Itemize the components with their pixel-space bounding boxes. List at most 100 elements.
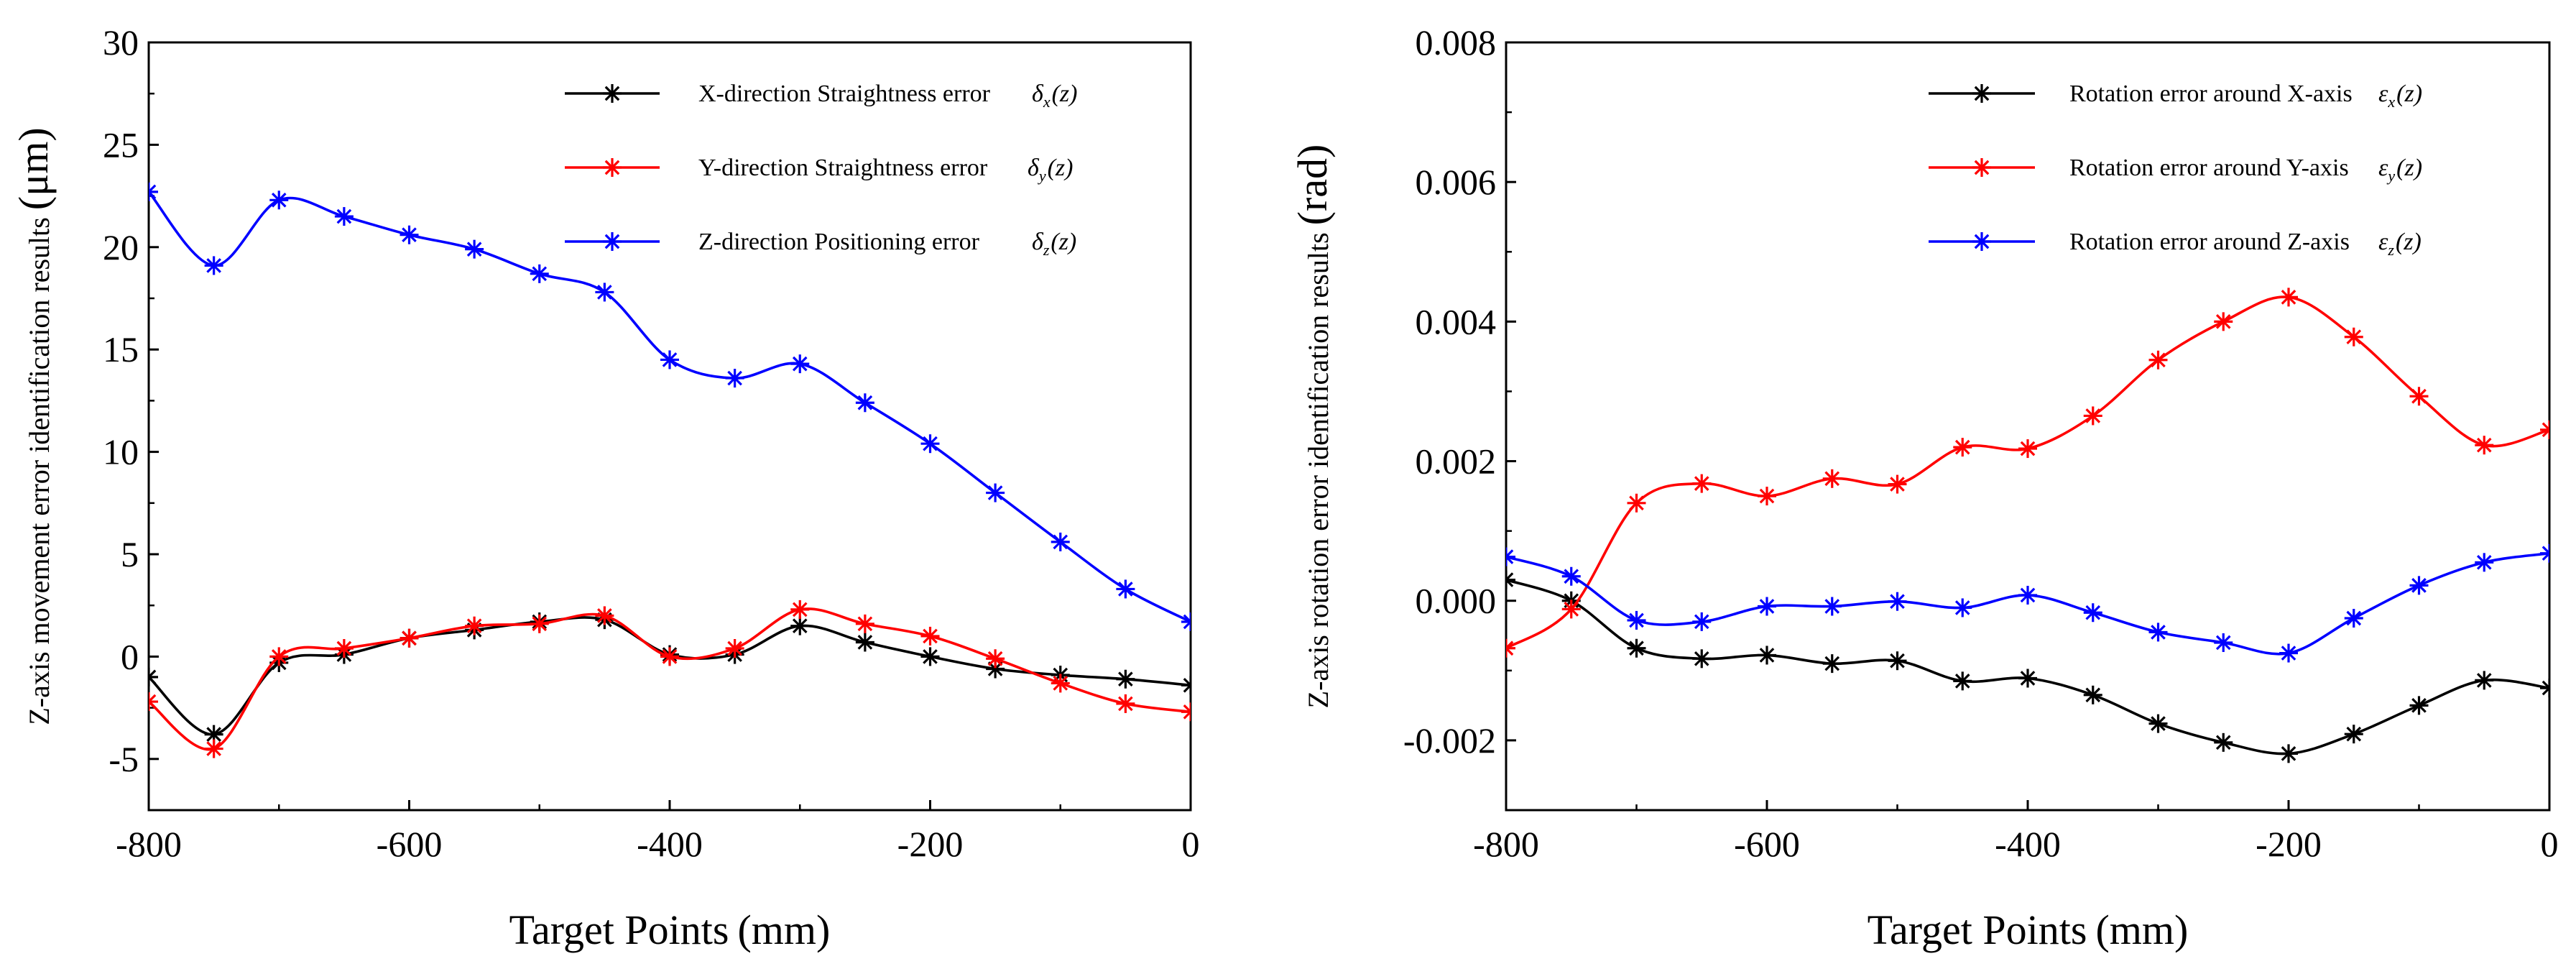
y-tick-label: 0.002: [1416, 441, 1497, 482]
data-point-marker: [400, 628, 419, 648]
data-point-marker: [2214, 733, 2233, 752]
legend-symbol-arg: (z): [2396, 81, 2422, 107]
y-tick-label: -5: [109, 739, 139, 779]
data-point-marker: [855, 633, 874, 652]
x-tick-label: -400: [1995, 824, 2061, 864]
legend-marker: [1972, 84, 1991, 103]
legend-symbol: δx(z): [1032, 81, 1077, 111]
data-point-marker: [465, 239, 484, 259]
legend-symbol: εx(z): [2378, 81, 2422, 111]
y-tick-label: -0.002: [1403, 720, 1496, 761]
data-point-marker: [2540, 679, 2549, 698]
data-point-marker: [725, 369, 744, 388]
data-point-marker: [1692, 612, 1712, 631]
data-point-marker: [1692, 649, 1712, 669]
data-point-marker: [2409, 696, 2429, 715]
y-tick-label: 0.004: [1416, 301, 1497, 341]
x-tick-label: -600: [1734, 824, 1800, 864]
x-tick-label: -200: [2256, 824, 2322, 864]
legend-symbol-arg: (z): [1051, 229, 1076, 255]
legend-item-x: Rotation error around X-axis εx(z): [1929, 81, 2422, 111]
data-point-marker: [2148, 714, 2168, 733]
data-point-marker: [2540, 543, 2549, 563]
data-point-marker: [334, 207, 354, 226]
x-tick-label: -400: [637, 824, 703, 864]
legend-label: X-direction Straightness error: [698, 81, 991, 107]
chart-panel-2: -800 -600 -400 -200 0 -0.002 0.000 0.002 0.004 0.…: [1289, 22, 2559, 953]
legend-symbol-arg: (z): [1052, 81, 1078, 107]
data-point-marker: [149, 667, 158, 686]
data-point-marker: [1561, 600, 1581, 619]
legend-item-y: Y-direction Straightness error δy(z): [565, 155, 1073, 185]
x-axis-title-unit: (mm): [737, 906, 830, 953]
data-point-marker: [2148, 623, 2168, 642]
data-point-marker: [1888, 592, 1907, 611]
data-point-marker: [1506, 547, 1515, 566]
data-point-marker: [1888, 474, 1907, 494]
legend-symbol-subscript: y: [1038, 167, 1046, 185]
data-point-marker: [2018, 439, 2037, 459]
legend-marker: [1972, 232, 1991, 251]
x-axis-title: Target Points (mm): [1868, 906, 2189, 953]
data-point-marker: [1953, 438, 1972, 457]
legend-item-y: Rotation error around Y-axis εy(z): [1929, 155, 2422, 185]
data-point-marker: [1561, 566, 1581, 586]
data-point-marker: [595, 606, 614, 625]
data-point-marker: [920, 434, 940, 454]
series-line-x: [149, 616, 1191, 736]
data-point-marker: [595, 283, 614, 302]
data-point-marker: [986, 649, 1005, 669]
plot-frame: [1505, 41, 2551, 812]
data-point-marker: [2148, 350, 2168, 369]
data-point-marker: [2018, 669, 2037, 688]
data-point-marker: [1506, 570, 1515, 589]
data-point-marker: [2279, 744, 2298, 763]
y-tick-label: 10: [103, 432, 139, 472]
data-point-marker: [2279, 643, 2298, 663]
legend-marker: [1972, 158, 1991, 177]
x-axis-title: Target Points (mm): [509, 906, 831, 953]
data-point-marker: [1627, 493, 1646, 513]
series-z: [1506, 543, 2549, 663]
data-point-marker: [1506, 638, 1515, 658]
data-point-marker: [204, 739, 223, 758]
data-point-marker: [1116, 579, 1135, 599]
data-point-marker: [660, 647, 679, 666]
legend-label: Z-direction Positioning error: [698, 229, 980, 255]
y-tick-label: 20: [103, 227, 139, 267]
data-point-marker: [269, 190, 289, 210]
x-tick-label: -800: [1473, 824, 1539, 864]
y-tick-label: 0.006: [1416, 162, 1497, 202]
y-tick-label: 15: [103, 329, 139, 369]
series-line-z: [149, 190, 1191, 623]
data-point-marker: [790, 616, 810, 635]
legend-item-z: Rotation error around Z-axis εz(z): [1929, 229, 2422, 259]
data-point-marker: [2540, 420, 2549, 439]
chart-panel-1: -800 -600 -400 -200 0 -5 0 5 10 15 20 25 30 Target Po…: [10, 22, 1200, 953]
legend-marker: [603, 158, 622, 177]
data-point-marker: [1822, 597, 1842, 616]
legend-label: Rotation error around X-axis: [2069, 81, 2353, 107]
data-point-marker: [1953, 671, 1972, 691]
x-axis-title-unit: (mm): [2095, 906, 2188, 953]
data-point-marker: [1116, 694, 1135, 713]
series-z: [149, 182, 1191, 631]
series-y: [1506, 288, 2549, 658]
data-point-marker: [1822, 469, 1842, 488]
legend-symbol: δy(z): [1028, 155, 1073, 185]
legend-symbol-arg: (z): [2396, 155, 2422, 181]
data-point-marker: [1758, 646, 1776, 665]
data-point-marker: [2475, 436, 2494, 455]
data-point-marker: [855, 614, 874, 633]
data-point-marker: [1758, 597, 1776, 616]
data-point-marker: [986, 483, 1005, 502]
data-point-marker: [1953, 598, 1972, 617]
legend-marker: [603, 84, 622, 103]
data-point-marker: [1116, 669, 1135, 689]
data-point-marker: [2018, 585, 2037, 605]
y-axis-title-text: Z-axis rotation error identification res…: [1302, 232, 1334, 708]
data-point-marker: [790, 354, 810, 374]
legend-label: Rotation error around Y-axis: [2069, 155, 2349, 181]
data-point-marker: [660, 350, 679, 369]
legend-symbol-subscript: y: [2386, 167, 2395, 185]
